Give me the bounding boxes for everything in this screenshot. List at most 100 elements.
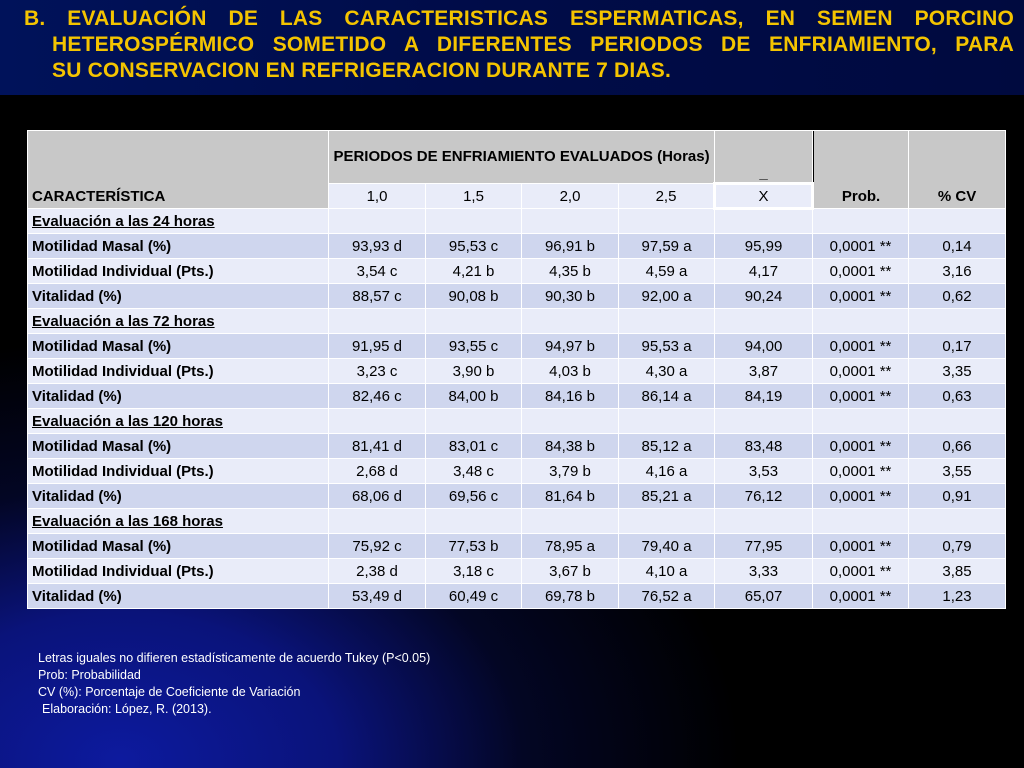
period-value-3: 84,16 b [521, 383, 619, 409]
section-title: Evaluación a las 168 horas [27, 508, 329, 534]
period-value-4: 97,59 a [617, 233, 716, 259]
period-value-2: 77,53 b [425, 533, 522, 559]
period-value-3: 81,64 b [521, 483, 619, 509]
period-value-3: 69,78 b [521, 583, 619, 609]
row-label: Motilidad Masal (%) [27, 333, 329, 359]
cv-value: 0,17 [908, 333, 1007, 359]
table-row: Motilidad Masal (%) 91,95 d 93,55 c 94,97 b… [27, 333, 1007, 359]
empty-cell [812, 308, 910, 334]
empty-cell [425, 208, 522, 234]
note-source: Elaboración: López, R. (2013). [42, 702, 212, 716]
mean-value: 65,07 [714, 583, 814, 609]
cv-value: 0,62 [908, 283, 1007, 309]
period-value-3: 84,38 b [521, 433, 619, 459]
period-value-4: 85,21 a [617, 483, 716, 509]
empty-cell [425, 508, 522, 534]
header-period-1: 1,0 [328, 183, 426, 209]
period-value-4: 85,12 a [617, 433, 716, 459]
footnotes: Letras iguales no difieren estadísticame… [38, 650, 430, 718]
section-title: Evaluación a las 24 horas [27, 208, 329, 234]
title-line-2: HETEROSPÉRMICO SOMETIDO A DIFERENTES PER… [52, 33, 1014, 56]
mean-value: 4,17 [714, 258, 814, 284]
prob-value: 0,0001 ** [812, 383, 910, 409]
empty-cell [617, 208, 716, 234]
prob-value: 0,0001 ** [812, 458, 910, 484]
empty-cell [812, 208, 910, 234]
header-periods-group: PERIODOS DE ENFRIAMIENTO EVALUADOS (Hora… [327, 130, 716, 184]
prob-value: 0,0001 ** [812, 533, 910, 559]
period-value-1: 93,93 d [328, 233, 426, 259]
period-value-2: 3,48 c [425, 458, 522, 484]
mean-value: 94,00 [714, 333, 814, 359]
section-title: Evaluación a las 120 horas [27, 408, 329, 434]
period-value-3: 96,91 b [521, 233, 619, 259]
header-period-4: 2,5 [617, 183, 716, 209]
header-mean-bar: _ [714, 130, 814, 184]
period-value-4: 4,59 a [617, 258, 716, 284]
cv-value: 0,91 [908, 483, 1007, 509]
table-row: Motilidad Masal (%) 75,92 c 77,53 b 78,95 a… [27, 533, 1007, 559]
period-value-2: 3,90 b [425, 358, 522, 384]
cv-value: 0,14 [908, 233, 1007, 259]
empty-cell [617, 508, 716, 534]
period-value-4: 86,14 a [617, 383, 716, 409]
row-label: Vitalidad (%) [27, 583, 329, 609]
row-label: Vitalidad (%) [27, 483, 329, 509]
mean-value: 83,48 [714, 433, 814, 459]
results-table: CARACTERÍSTICA PERIODOS DE ENFRIAMIENTO … [27, 130, 1007, 609]
title-line-1: B. EVALUACIÓN DE LAS CARACTERISTICAS ESP… [24, 7, 1014, 30]
empty-cell [425, 308, 522, 334]
mean-value: 3,53 [714, 458, 814, 484]
empty-cell [328, 208, 426, 234]
empty-cell [908, 308, 1007, 334]
empty-cell [714, 508, 814, 534]
period-value-1: 3,54 c [328, 258, 426, 284]
table-row: Vitalidad (%) 68,06 d 69,56 c 81,64 b 85,21 … [27, 483, 1007, 509]
note-tukey: Letras iguales no difieren estadísticame… [38, 651, 431, 665]
period-value-3: 4,35 b [521, 258, 619, 284]
header-cv: % CV [908, 130, 1007, 209]
row-label: Motilidad Masal (%) [27, 433, 329, 459]
row-label: Motilidad Individual (Pts.) [27, 358, 329, 384]
cv-value: 0,79 [908, 533, 1007, 559]
prob-value: 0,0001 ** [812, 258, 910, 284]
empty-cell [521, 408, 619, 434]
period-value-1: 88,57 c [328, 283, 426, 309]
empty-cell [714, 308, 814, 334]
empty-cell [714, 408, 814, 434]
empty-cell [908, 408, 1007, 434]
period-value-3: 3,67 b [521, 558, 619, 584]
period-value-1: 68,06 d [328, 483, 426, 509]
header-mean: X [713, 182, 815, 210]
row-label: Motilidad Individual (Pts.) [27, 258, 329, 284]
row-label: Vitalidad (%) [27, 283, 329, 309]
cv-value: 3,16 [908, 258, 1007, 284]
table-row: Vitalidad (%) 88,57 c 90,08 b 90,30 b 92,00 … [27, 283, 1007, 309]
section-row: Evaluación a las 120 horas [27, 408, 1007, 434]
empty-cell [521, 508, 619, 534]
title-banner [0, 0, 1024, 95]
period-value-4: 4,16 a [617, 458, 716, 484]
prob-value: 0,0001 ** [812, 333, 910, 359]
period-value-2: 90,08 b [425, 283, 522, 309]
mean-value: 84,19 [714, 383, 814, 409]
header-prob: Prob. [812, 130, 910, 209]
section-row: Evaluación a las 24 horas [27, 208, 1007, 234]
period-value-1: 53,49 d [328, 583, 426, 609]
empty-cell [425, 408, 522, 434]
period-value-2: 3,18 c [425, 558, 522, 584]
empty-cell [328, 308, 426, 334]
prob-value: 0,0001 ** [812, 483, 910, 509]
period-value-1: 81,41 d [328, 433, 426, 459]
period-value-1: 75,92 c [328, 533, 426, 559]
row-label: Motilidad Masal (%) [27, 233, 329, 259]
period-value-2: 84,00 b [425, 383, 522, 409]
row-label: Vitalidad (%) [27, 383, 329, 409]
mean-value: 76,12 [714, 483, 814, 509]
prob-value: 0,0001 ** [812, 233, 910, 259]
mean-value: 77,95 [714, 533, 814, 559]
period-value-2: 69,56 c [425, 483, 522, 509]
period-value-4: 4,30 a [617, 358, 716, 384]
section-row: Evaluación a las 168 horas [27, 508, 1007, 534]
